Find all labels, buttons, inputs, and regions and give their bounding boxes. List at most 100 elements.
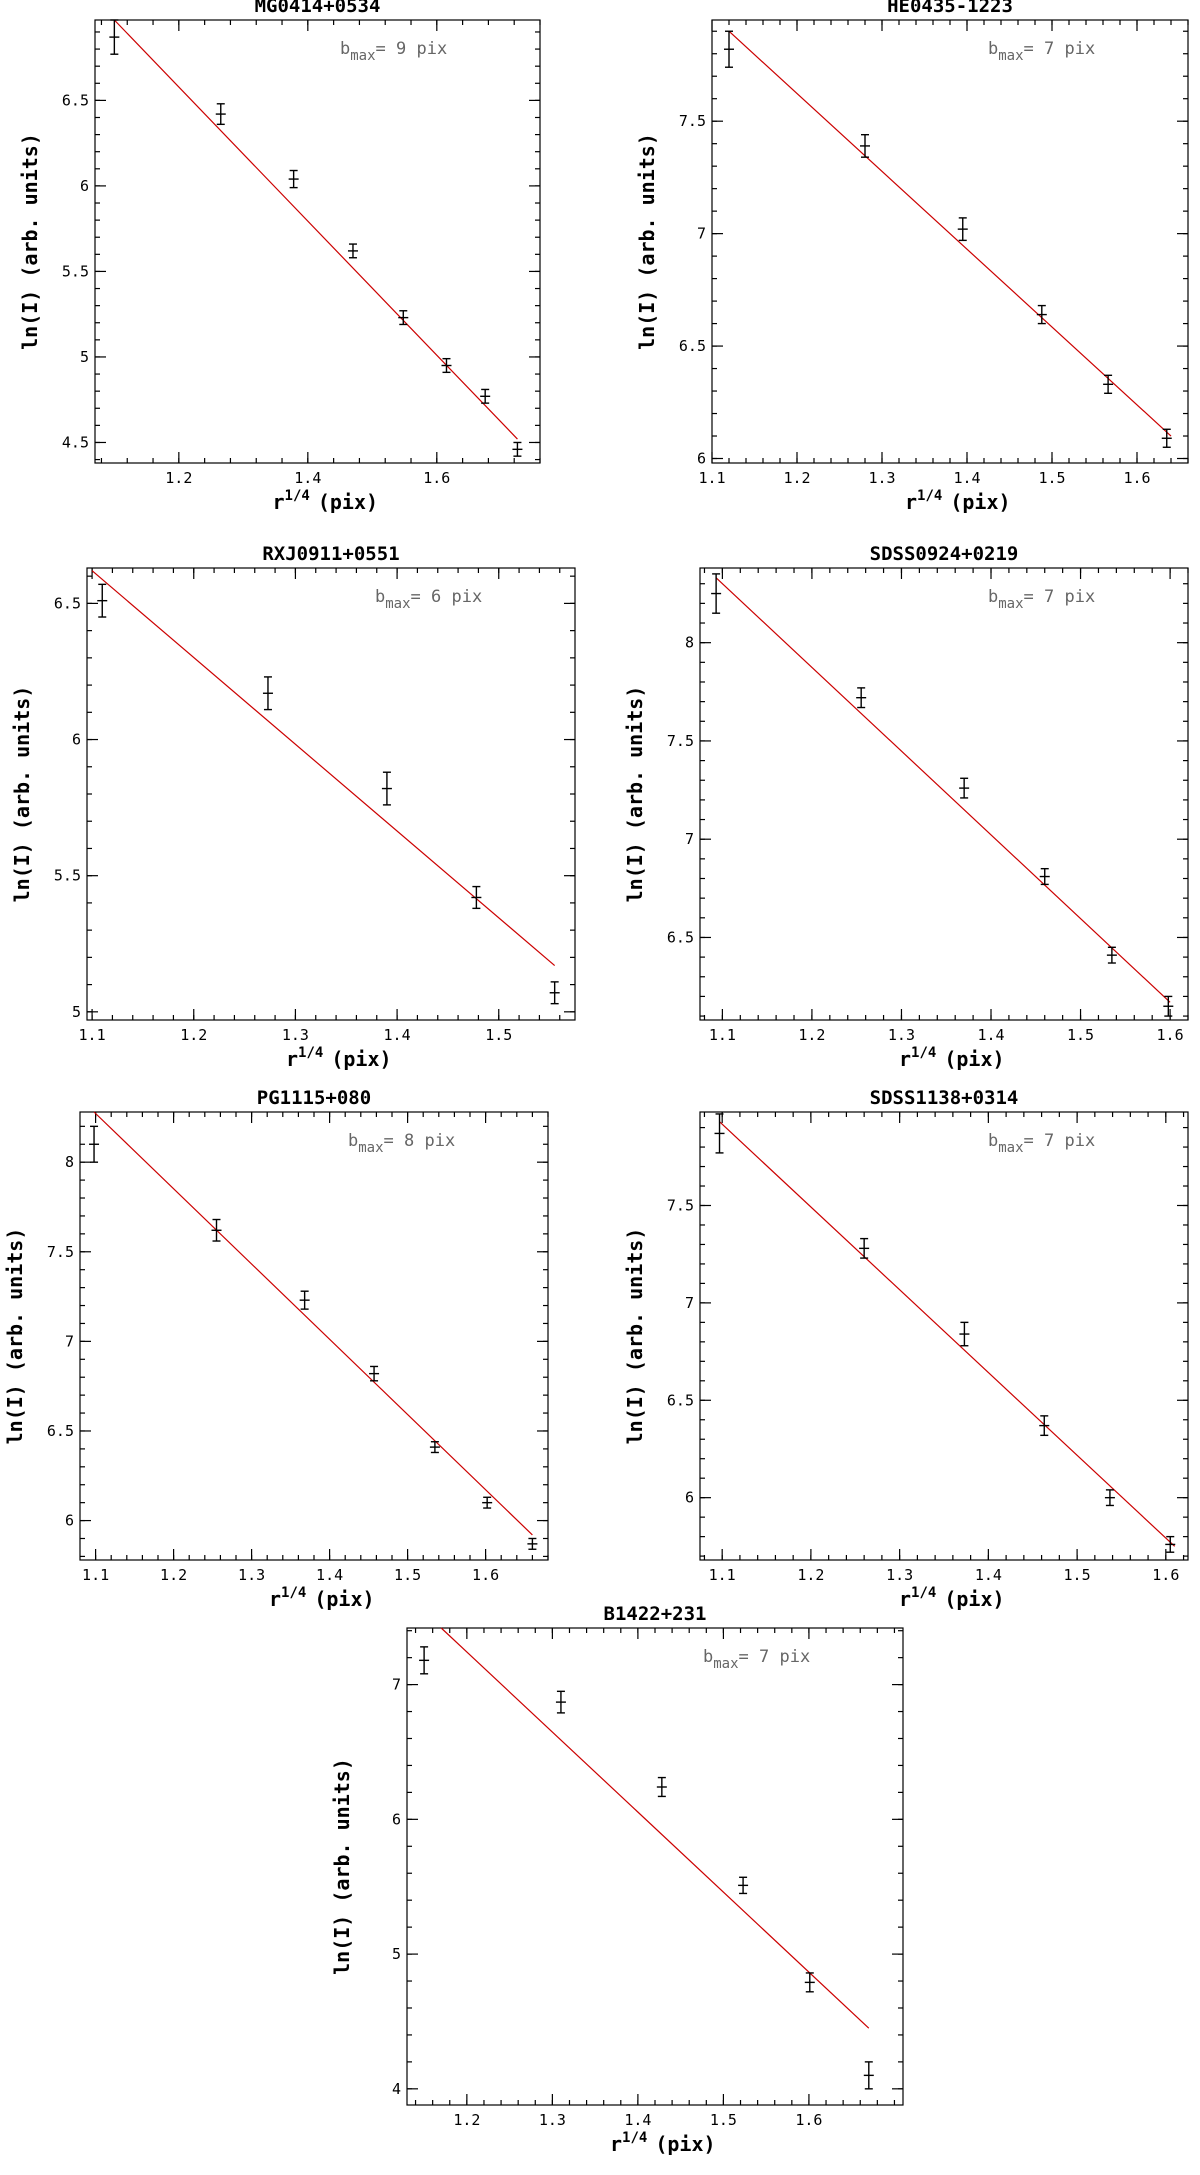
data-point xyxy=(724,30,734,68)
data-point xyxy=(215,103,226,126)
data-point xyxy=(471,885,482,910)
bmax-annotation: bmax= 7 pix xyxy=(988,1131,1095,1156)
data-point xyxy=(1161,428,1172,448)
x-tick-label: 1.5 xyxy=(485,1026,512,1044)
data-point xyxy=(1039,1415,1050,1437)
bmax-annotation: bmax= 8 pix xyxy=(348,1131,455,1156)
x-tick-label: 1.2 xyxy=(798,1026,825,1044)
x-axis-label: r1/4 (pix) xyxy=(905,488,1011,514)
x-axis-label: r1/4 (pix) xyxy=(269,1585,375,1611)
y-tick-label: 7.5 xyxy=(679,112,706,130)
x-tick-label: 1.3 xyxy=(539,2111,566,2129)
y-tick-label: 7 xyxy=(685,830,694,848)
y-tick-label: 6.5 xyxy=(47,1422,74,1440)
y-tick-label: 6 xyxy=(72,731,81,749)
chart-panel-2: HE0435-1223 1.1 1.2 1.3 1.4 1.5 1.6 6 6.5 7 7.5 r1/… xyxy=(635,0,1189,514)
x-tick-label: 1.4 xyxy=(294,469,321,487)
x-axis-label: r1/4 (pix) xyxy=(899,1585,1005,1611)
data-point xyxy=(804,1972,815,1993)
chart-title: SDSS1138+0314 xyxy=(870,1087,1019,1109)
data-point xyxy=(549,981,560,1005)
plot-frame xyxy=(86,567,576,1021)
data-point xyxy=(1036,304,1047,325)
chart-title: SDSS0924+0219 xyxy=(870,543,1019,565)
plot-frame xyxy=(711,19,1189,464)
y-tick-label: 6 xyxy=(685,1489,694,1507)
data-point xyxy=(1104,1489,1115,1507)
x-tick-label: 1.2 xyxy=(453,2111,480,2129)
data-point xyxy=(859,1237,870,1259)
data-point xyxy=(957,217,968,242)
x-tick-label: 1.6 xyxy=(423,469,450,487)
x-tick-label: 1.5 xyxy=(1067,1026,1094,1044)
x-tick-label: 1.2 xyxy=(180,1026,207,1044)
y-tick-label: 5 xyxy=(392,1945,401,1963)
chart-title: B1422+231 xyxy=(604,1603,707,1625)
y-tick-label: 5 xyxy=(80,348,89,366)
data-point xyxy=(381,771,392,806)
x-tick-label: 1.3 xyxy=(888,1026,915,1044)
chart-panel-7: B1422+231 1.2 1.3 1.4 1.5 1.6 4 5 6 7 r1/4 (pix) ln(… xyxy=(330,1603,904,2156)
y-tick-label: 8 xyxy=(685,634,694,652)
x-tick-label: 1.6 xyxy=(1123,469,1150,487)
y-axis-label: ln(I) (arb. units) xyxy=(10,686,34,903)
y-axis-label: ln(I) (arb. units) xyxy=(3,1228,27,1445)
y-tick-label: 6.5 xyxy=(667,928,694,946)
x-tick-label: 1.2 xyxy=(797,1566,824,1584)
y-tick-label: 5.5 xyxy=(62,262,89,280)
chart-panel-5: PG1115+080 1.1 1.2 1.3 1.4 1.5 1.6 6 6.5 7 7.5 8 r1/… xyxy=(3,1087,549,1611)
data-point xyxy=(1039,867,1050,886)
fit-line xyxy=(728,30,1172,437)
bmax-annotation: bmax= 7 pix xyxy=(988,39,1095,64)
y-tick-label: 7 xyxy=(392,1676,401,1694)
x-tick-label: 1.3 xyxy=(282,1026,309,1044)
x-tick-label: 1.4 xyxy=(975,1566,1002,1584)
x-axis-label: r1/4 (pix) xyxy=(286,1045,392,1071)
data-point xyxy=(441,357,452,374)
data-point xyxy=(856,687,867,709)
plot-frame xyxy=(699,567,1189,1021)
bmax-annotation: bmax= 6 pix xyxy=(375,587,482,612)
y-tick-label: 7 xyxy=(65,1332,74,1350)
x-tick-label: 1.2 xyxy=(165,469,192,487)
x-tick-label: 1.4 xyxy=(384,1026,411,1044)
x-tick-label: 1.5 xyxy=(394,1566,421,1584)
data-point xyxy=(89,1125,100,1163)
x-axis-label: r1/4 (pix) xyxy=(273,488,379,514)
x-tick-label: 1.1 xyxy=(709,1026,736,1044)
y-axis-label: ln(I) (arb. units) xyxy=(18,133,42,350)
x-tick-label: 1.4 xyxy=(624,2111,651,2129)
x-tick-label: 1.6 xyxy=(1152,1566,1179,1584)
data-point xyxy=(738,1876,749,1895)
y-tick-label: 8 xyxy=(65,1153,74,1171)
data-point xyxy=(109,19,120,55)
data-point xyxy=(299,1290,310,1310)
data-point xyxy=(480,388,491,404)
data-point xyxy=(211,1218,222,1242)
y-tick-label: 5 xyxy=(72,1003,81,1021)
y-tick-label: 6.5 xyxy=(54,594,81,612)
fit-line xyxy=(91,570,556,966)
x-tick-label: 1.6 xyxy=(472,1566,499,1584)
data-point xyxy=(711,573,722,614)
y-tick-label: 7.5 xyxy=(667,1196,694,1214)
data-point xyxy=(1165,1535,1176,1553)
chart-title: MG0414+0534 xyxy=(255,0,381,17)
data-point xyxy=(347,243,358,259)
bmax-annotation: bmax= 9 pix xyxy=(340,39,447,64)
x-tick-label: 1.5 xyxy=(1064,1566,1091,1584)
x-tick-label: 1.2 xyxy=(783,469,810,487)
y-tick-label: 6 xyxy=(80,177,89,195)
data-point xyxy=(714,1113,725,1154)
x-tick-label: 1.1 xyxy=(79,1026,106,1044)
x-tick-label: 1.6 xyxy=(1157,1026,1184,1044)
y-tick-label: 6 xyxy=(697,450,706,468)
y-tick-label: 6.5 xyxy=(667,1391,694,1409)
plot-frame xyxy=(699,1111,1189,1561)
bmax-annotation: bmax= 7 pix xyxy=(703,1647,810,1672)
data-point xyxy=(959,1321,970,1347)
data-point xyxy=(482,1496,493,1509)
y-tick-label: 7.5 xyxy=(667,732,694,750)
y-tick-label: 7.5 xyxy=(47,1243,74,1261)
y-axis-label: ln(I) (arb. units) xyxy=(635,133,659,350)
